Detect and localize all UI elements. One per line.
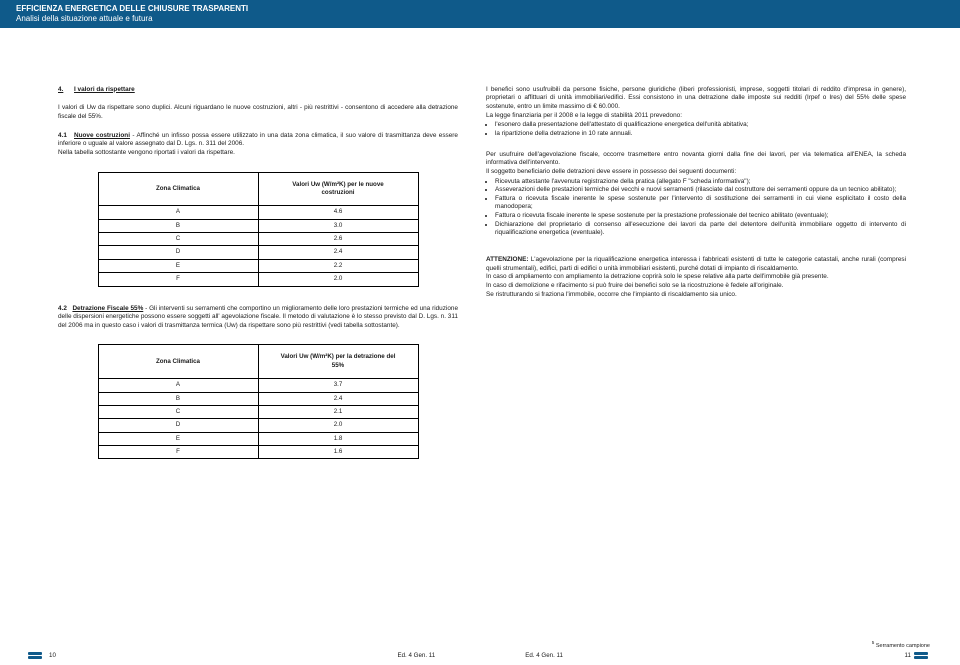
attention-text4: Se ristrutturando si fraziona l'immobile… [486, 291, 906, 300]
footnote-text: Serramento campione [876, 643, 930, 649]
section-4-num: 4. [58, 86, 63, 93]
right-b1: l'esonero dalla presentazione dell'attes… [495, 121, 906, 130]
table-row: B2.4 [98, 392, 418, 405]
table-row: D2.0 [98, 419, 418, 432]
right-p1: I benefici sono usufruibili da persone f… [486, 86, 906, 112]
section-42-title: Detrazione Fiscale 55% [72, 305, 143, 312]
table-nuove-costruzioni: Zona Climatica Valori Uw (W/m²K) per le … [98, 172, 419, 287]
table-row: A3.7 [98, 379, 418, 392]
table-row: F1.6 [98, 445, 418, 458]
attention-block: ATTENZIONE: L'agevolazione per la riqual… [486, 256, 906, 273]
attention-text3: In caso di demolizione e rifacimento si … [486, 282, 906, 291]
table-row: C2.1 [98, 405, 418, 418]
table1-header-val: Valori Uw (W/m²K) per le nuove costruzio… [258, 172, 418, 206]
right-d1: Ricevuta attestante l'avvenuta registraz… [495, 178, 906, 187]
right-p4: Il soggetto beneficiario delle detrazion… [486, 168, 906, 177]
section-4-para: I valori di Uw da rispettare sono duplic… [58, 104, 458, 121]
table-row: E1.8 [98, 432, 418, 445]
attention-text: L'agevolazione per la riqualificazione e… [486, 256, 906, 272]
table2-header-val: Valori Uw (W/m²K) per la detrazione del … [258, 345, 418, 379]
section-41-title: Nuove costruzioni [74, 132, 130, 139]
table-row: F2.0 [98, 273, 418, 286]
section-4-heading: 4. I valori da rispettare [58, 86, 458, 95]
table-row: B3.0 [98, 219, 418, 232]
section-41-para2: Nella tabella sottostante vengono riport… [58, 149, 458, 158]
content-columns: 4. I valori da rispettare I valori di Uw… [0, 28, 960, 460]
left-column: 4. I valori da rispettare I valori di Uw… [58, 86, 458, 460]
right-docs-list: Ricevuta attestante l'avvenuta registraz… [486, 178, 906, 238]
footnote-mark: 5 [872, 640, 875, 645]
header-title-2: Analisi della situazione attuale e futur… [16, 14, 944, 24]
table1-header-zone: Zona Climatica [98, 172, 258, 206]
right-d3: Fattura o ricevuta fiscale inerente le s… [495, 195, 906, 212]
right-d5: Dichiarazione del proprietario di consen… [495, 221, 906, 238]
footer-right: 11 [905, 652, 932, 659]
table-row: A4.6 [98, 206, 418, 219]
footnote: 5 Serramento campione [872, 640, 930, 649]
right-b2: la ripartizione della detrazione in 10 r… [495, 130, 906, 139]
section-42-num: 4.2 [58, 305, 67, 312]
right-p3: Per usufruire dell'agevolazione fiscale,… [486, 151, 906, 168]
edition-1: Ed. 4 Gen. 11 [397, 652, 435, 659]
section-42: 4.2 Detrazione Fiscale 55% - Gli interve… [58, 305, 458, 331]
right-d2: Asseverazioni delle prestazioni termiche… [495, 186, 906, 195]
page-footer: 10 Ed. 4 Gen. 11 Ed. 4 Gen. 11 11 [0, 652, 960, 659]
attention-label: ATTENZIONE: [486, 256, 528, 263]
page-number-left: 10 [49, 652, 56, 659]
table-detrazione: Zona Climatica Valori Uw (W/m²K) per la … [98, 344, 419, 459]
section-41-num: 4.1 [58, 132, 67, 139]
table-row: C2.6 [98, 233, 418, 246]
footer-left: 10 [28, 652, 56, 659]
right-p2: La legge finanziaria per il 2008 e la le… [486, 112, 906, 121]
footer-mid: Ed. 4 Gen. 11 Ed. 4 Gen. 11 [397, 652, 562, 659]
header-title-1: EFFICIENZA ENERGETICA DELLE CHIUSURE TRA… [16, 4, 944, 14]
right-column: I benefici sono usufruibili da persone f… [486, 86, 906, 460]
right-bullets-1: l'esonero dalla presentazione dell'attes… [486, 121, 906, 138]
section-41: 4.1 Nuove costruzioni - Affinché un infi… [58, 132, 458, 149]
page-number-right: 11 [905, 652, 911, 659]
attention-text2: In caso di ampliamento con ampliamento l… [486, 273, 906, 282]
table-row: E2.2 [98, 259, 418, 272]
section-4-title: I valori da rispettare [74, 86, 135, 93]
right-d4: Fattura o ricevuta fiscale inerente le s… [495, 212, 906, 221]
document-header: EFFICIENZA ENERGETICA DELLE CHIUSURE TRA… [0, 0, 960, 28]
table-row: D2.4 [98, 246, 418, 259]
logo-icon [28, 652, 42, 659]
edition-2: Ed. 4 Gen. 11 [525, 652, 563, 659]
logo-icon [914, 652, 928, 659]
table2-header-zone: Zona Climatica [98, 345, 258, 379]
